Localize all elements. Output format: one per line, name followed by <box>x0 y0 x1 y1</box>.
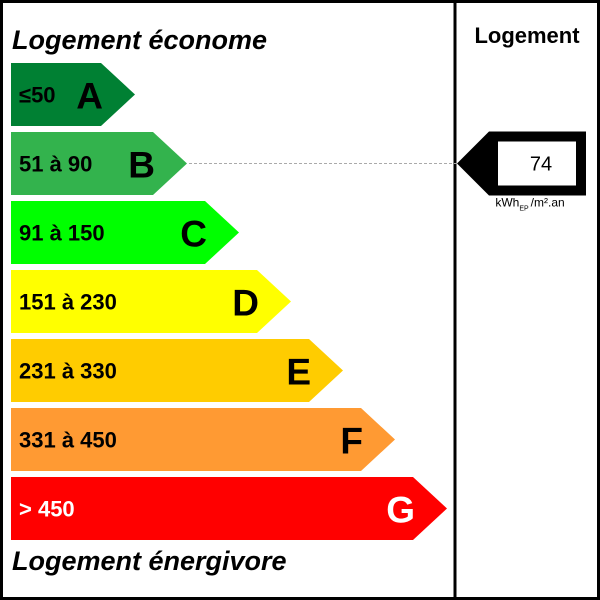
class-letter: A <box>76 76 103 117</box>
class-bar-g: > 450 G <box>11 477 447 540</box>
unit-subscript: EP <box>519 206 529 213</box>
class-range-label: > 450 <box>19 497 75 522</box>
class-range-label: 91 à 150 <box>19 221 105 246</box>
class-letter: B <box>128 145 155 186</box>
class-bar-shape <box>11 270 291 333</box>
class-bar-shape <box>11 201 239 264</box>
class-range-label: ≤50 <box>19 83 56 108</box>
class-range-label: 151 à 230 <box>19 290 117 315</box>
class-bar-e: 231 à 330 E <box>11 339 343 402</box>
class-bar-shape <box>11 408 395 471</box>
class-bar-a: ≤50 A <box>11 63 135 126</box>
class-bar-shape <box>11 339 343 402</box>
class-bar-shape <box>11 63 135 126</box>
reading-value-box <box>498 141 576 186</box>
inefficient-heading: Logement énergivore <box>12 546 287 576</box>
class-letter: E <box>286 352 311 393</box>
class-bar-shape <box>11 132 187 195</box>
unit-suffix: /m².an <box>531 196 565 210</box>
class-bars: ≤50 A 51 à 90 B 91 à 150 C 151 à 230 D 231 à 330… <box>11 63 447 540</box>
class-bar-f: 331 à 450 F <box>11 408 395 471</box>
efficient-heading: Logement économe <box>12 25 267 55</box>
class-bar-b: 51 à 90 B <box>11 132 187 195</box>
class-letter: D <box>232 283 259 324</box>
reading-indicator: 74 kWhEP/m².an <box>457 131 586 213</box>
class-range-label: 231 à 330 <box>19 359 117 384</box>
class-letter: F <box>340 421 363 462</box>
class-bar-shape <box>11 477 447 540</box>
reading-value: 74 <box>530 154 552 176</box>
class-range-label: 51 à 90 <box>19 152 92 177</box>
class-letter: C <box>180 214 207 255</box>
class-range-label: 331 à 450 <box>19 428 117 453</box>
class-bar-c: 91 à 150 C <box>11 201 239 264</box>
class-bar-d: 151 à 230 D <box>11 270 291 333</box>
unit-prefix: kWh <box>495 196 519 210</box>
column-title: Logement <box>474 23 580 48</box>
class-letter: G <box>386 490 415 531</box>
reading-unit: kWhEP/m².an <box>495 196 564 213</box>
